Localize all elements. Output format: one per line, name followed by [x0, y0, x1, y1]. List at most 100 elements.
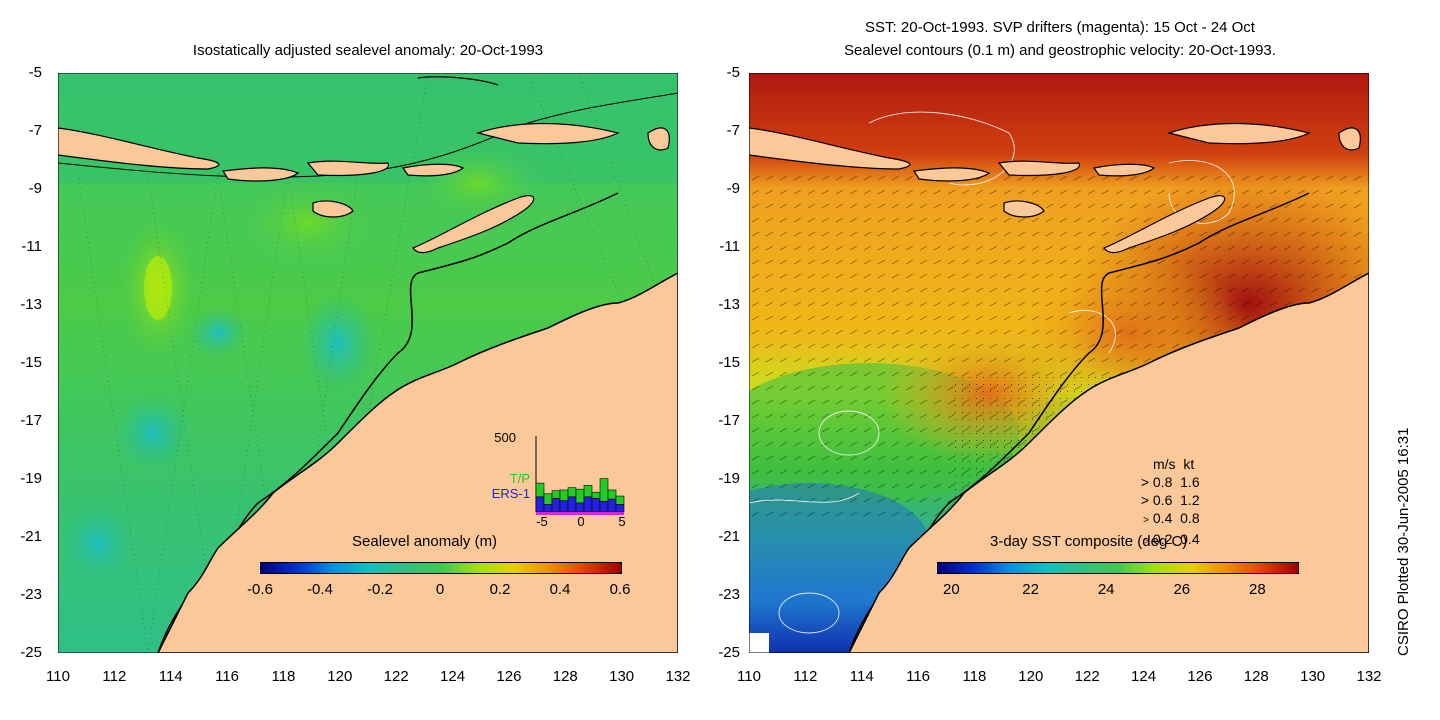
y-tick-label: -17: [718, 412, 740, 429]
right-map-title-line2: Sealevel contours (0.1 m) and geostrophi…: [844, 42, 1276, 59]
colorbar-tick-label: 0.4: [549, 581, 571, 598]
x-tick-label: 112: [793, 668, 818, 685]
x-tick-label: 110: [46, 668, 70, 685]
y-tick-label: -15: [718, 354, 740, 371]
inset-bar-tp: [559, 489, 569, 501]
legend-row: > 0.6 1.2: [1140, 492, 1200, 508]
y-tick-label: -7: [28, 122, 42, 139]
x-tick-label: 122: [1074, 668, 1100, 685]
x-tick-label: 120: [1018, 668, 1044, 685]
sst-colorbar-label: 3-day SST composite (deg C): [990, 533, 1188, 550]
inset-bar-tp: [599, 478, 609, 502]
inset-bar-ers: [535, 496, 545, 513]
inset-bar-tp: [567, 487, 577, 498]
inset-bar-ers: [591, 498, 601, 513]
legend-row: > 0.8 1.6: [1140, 474, 1200, 490]
y-tick-label: -5: [28, 64, 42, 81]
timor-island: [412, 195, 535, 254]
x-tick-label: 124: [440, 668, 466, 685]
colorbar-tick-label: 28: [1249, 581, 1266, 598]
x-tick-label: 116: [906, 668, 931, 685]
inset-bar-tp: [535, 482, 545, 498]
sst-colorbar: [937, 562, 1299, 574]
inset-xtick-right: 5: [618, 514, 625, 529]
java-island: [58, 127, 220, 170]
right-map-title-line1: SST: 20-Oct-1993. SVP drifters (magenta)…: [865, 19, 1255, 36]
inset-bar-ers: [551, 498, 561, 513]
inset-ers-label: ERS-1: [492, 486, 530, 501]
sla-colorbar-label: Sealevel anomaly (m): [352, 533, 498, 550]
x-tick-label: 112: [102, 668, 127, 685]
inset-bar-tp: [551, 490, 561, 499]
inset-bar-ers: [559, 500, 569, 513]
x-tick-label: 114: [158, 668, 183, 685]
inset-bar-tp: [615, 495, 625, 505]
inset-bar-ers: [543, 504, 553, 513]
y-tick-label: -5: [726, 64, 740, 81]
velocity-legend: m/s kt > 0.8 1.6 > 0.6 1.2 > 0.4 0.8 > 0…: [1125, 455, 1200, 551]
colorbar-tick-label: 22: [1022, 581, 1039, 598]
australia-land: [157, 272, 678, 653]
y-tick-label: -13: [718, 296, 740, 313]
x-tick-label: 120: [327, 668, 353, 685]
x-tick-label: 128: [1243, 668, 1269, 685]
y-tick-label: -9: [28, 180, 42, 197]
x-tick-label: 126: [496, 668, 522, 685]
inset-bar-tp: [591, 491, 601, 499]
x-tick-label: 128: [552, 668, 578, 685]
altimeter-data-count-inset: 500 T/P ERS-1 -5 0 5: [492, 430, 626, 529]
y-tick-label: -17: [20, 412, 42, 429]
inset-bar-tp: [607, 489, 617, 500]
sla-colorbar: [260, 562, 622, 574]
inset-bar-ers: [567, 496, 577, 513]
y-tick-label: -25: [20, 644, 42, 661]
y-tick-label: -23: [20, 586, 42, 603]
y-tick-label: -19: [718, 470, 740, 487]
x-tick-label: 130: [1300, 668, 1326, 685]
x-tick-label: 124: [1131, 668, 1157, 685]
colorbar-tick-label: -0.2: [367, 581, 393, 598]
inset-ymax-label: 500: [494, 430, 516, 445]
legend-header-kt: kt: [1183, 456, 1195, 472]
x-tick-label: 132: [1356, 668, 1382, 685]
x-tick-label: 132: [665, 668, 691, 685]
australia-land-sst: [848, 272, 1369, 653]
colorbar-tick-label: -0.6: [247, 581, 273, 598]
inset-bar-tp: [575, 488, 585, 504]
x-tick-label: 116: [215, 668, 240, 685]
colorbar-tick-label: -0.4: [307, 581, 333, 598]
y-tick-label: -9: [726, 180, 740, 197]
x-tick-label: 126: [1187, 668, 1213, 685]
sst-map: [749, 73, 1369, 653]
y-tick-label: -15: [20, 354, 42, 371]
inset-bar-ers: [575, 502, 585, 513]
sealevel-anomaly-map: [58, 73, 678, 653]
y-tick-label: -21: [718, 528, 740, 545]
inset-bar-tp: [583, 485, 593, 498]
plot-credit: CSIRO Plotted 30-Jun-2005 16:31: [1395, 427, 1412, 656]
y-tick-label: -11: [719, 238, 740, 255]
y-tick-label: -7: [726, 122, 740, 139]
x-tick-label: 122: [383, 668, 409, 685]
y-tick-label: -23: [718, 586, 740, 603]
inset-xtick-left: -5: [536, 514, 548, 529]
inset-xtick-mid: 0: [577, 514, 584, 529]
y-tick-label: -19: [20, 470, 42, 487]
legend-row: > 0.2 0.4: [1144, 531, 1200, 547]
inset-bar-ers: [607, 498, 617, 513]
inset-bar-tp: [543, 493, 553, 505]
colorbar-tick-label: 24: [1097, 581, 1115, 598]
legend-header-ms: m/s: [1153, 456, 1176, 472]
y-tick-label: -25: [718, 644, 740, 661]
colorbar-tick-label: 20: [943, 581, 960, 598]
y-tick-label: -13: [20, 296, 42, 313]
inset-bar-ers: [599, 501, 609, 513]
x-tick-label: 114: [849, 668, 874, 685]
x-tick-label: 118: [962, 668, 987, 685]
inset-bar-ers: [615, 504, 625, 513]
colorbar-tick-label: 0.2: [489, 581, 511, 598]
colorbar-tick-label: 26: [1173, 581, 1191, 598]
left-map-title: Isostatically adjusted sealevel anomaly:…: [192, 42, 544, 59]
x-tick-label: 110: [737, 668, 761, 685]
legend-row: > 0.4 0.8: [1143, 510, 1200, 526]
